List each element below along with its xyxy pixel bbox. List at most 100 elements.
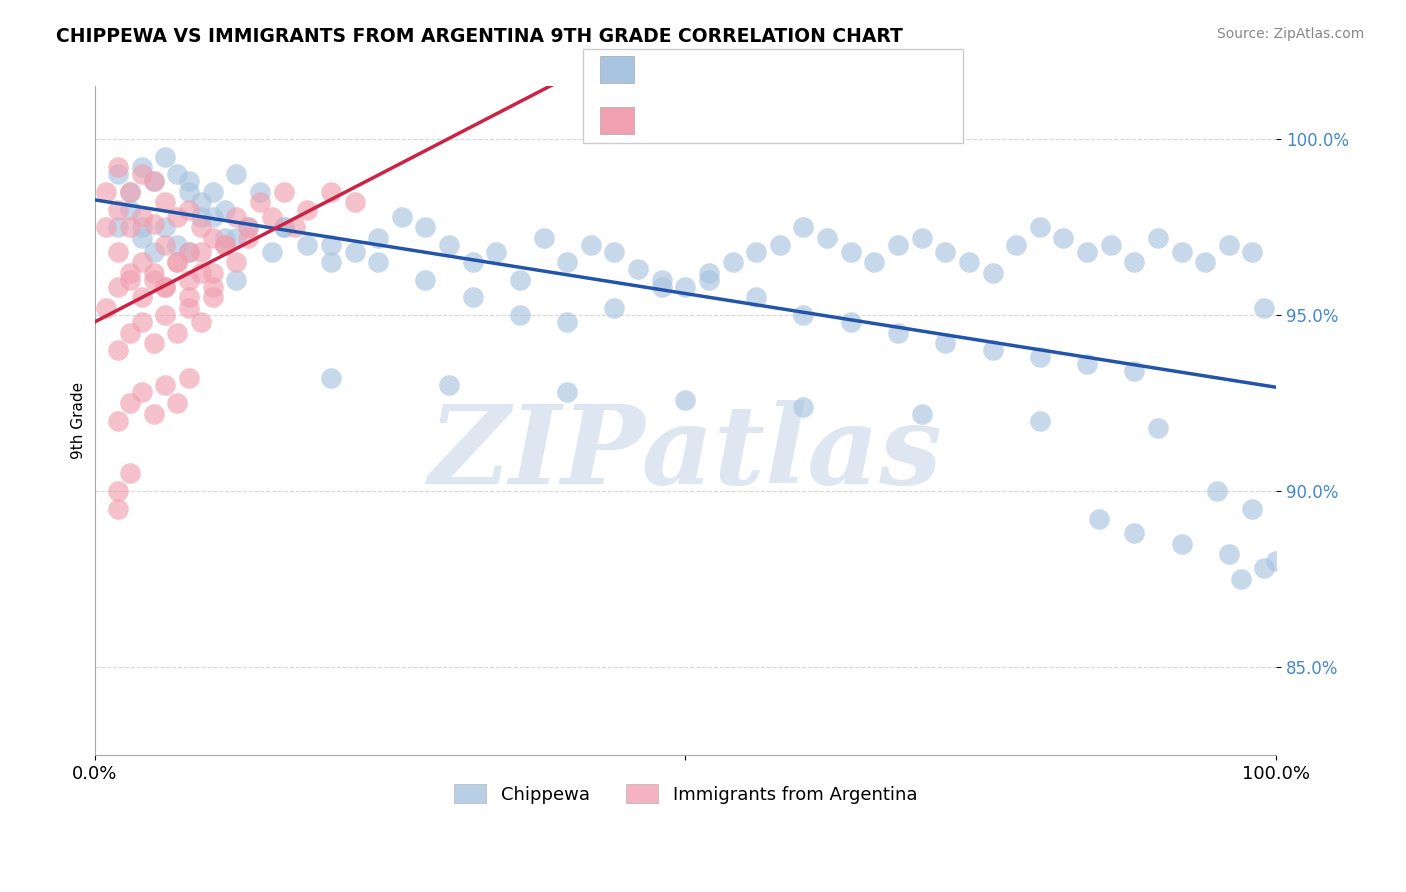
Point bbox=[1088, 512, 1111, 526]
Point bbox=[697, 266, 720, 280]
Point bbox=[118, 202, 141, 217]
Point bbox=[769, 237, 792, 252]
Point bbox=[142, 244, 165, 259]
Point bbox=[437, 378, 460, 392]
Point bbox=[166, 326, 188, 340]
Point bbox=[721, 255, 744, 269]
Text: N =: N = bbox=[787, 108, 827, 126]
Point bbox=[177, 301, 200, 315]
Point bbox=[273, 220, 295, 235]
Point bbox=[1194, 255, 1216, 269]
Point bbox=[603, 301, 626, 315]
Point bbox=[118, 326, 141, 340]
Point bbox=[887, 326, 910, 340]
Point bbox=[201, 266, 224, 280]
Point bbox=[981, 343, 1004, 358]
Point bbox=[118, 467, 141, 481]
Point bbox=[1218, 237, 1240, 252]
Text: Source: ZipAtlas.com: Source: ZipAtlas.com bbox=[1216, 27, 1364, 41]
Point bbox=[118, 273, 141, 287]
Point bbox=[1241, 501, 1264, 516]
Point bbox=[107, 414, 129, 428]
Point bbox=[142, 217, 165, 231]
Point bbox=[555, 315, 578, 329]
Point bbox=[555, 255, 578, 269]
Point bbox=[1005, 237, 1028, 252]
Text: R =: R = bbox=[640, 108, 679, 126]
Point bbox=[367, 255, 389, 269]
Text: 107: 107 bbox=[841, 57, 879, 75]
Point bbox=[131, 230, 153, 244]
Point bbox=[155, 280, 177, 294]
Point bbox=[934, 244, 956, 259]
Point bbox=[1147, 420, 1170, 434]
Point bbox=[190, 266, 212, 280]
Point bbox=[142, 174, 165, 188]
Point bbox=[1147, 230, 1170, 244]
Point bbox=[249, 195, 271, 210]
Point bbox=[887, 237, 910, 252]
Point bbox=[107, 280, 129, 294]
Point bbox=[911, 230, 934, 244]
Point bbox=[190, 195, 212, 210]
Text: -0.228: -0.228 bbox=[696, 57, 761, 75]
Y-axis label: 9th Grade: 9th Grade bbox=[72, 382, 86, 459]
Point bbox=[131, 161, 153, 175]
Point bbox=[934, 336, 956, 351]
Point bbox=[238, 220, 260, 235]
Point bbox=[367, 230, 389, 244]
Point bbox=[627, 262, 650, 277]
Point bbox=[238, 230, 260, 244]
Point bbox=[155, 150, 177, 164]
Point bbox=[745, 290, 768, 304]
Point bbox=[437, 237, 460, 252]
Point bbox=[1206, 483, 1229, 498]
Point bbox=[603, 244, 626, 259]
Text: 68: 68 bbox=[841, 108, 866, 126]
Point bbox=[1265, 554, 1288, 568]
Point bbox=[1218, 547, 1240, 561]
Point bbox=[555, 385, 578, 400]
Point bbox=[651, 280, 673, 294]
Point bbox=[1099, 237, 1122, 252]
Point bbox=[579, 237, 602, 252]
Point bbox=[792, 308, 814, 322]
Point bbox=[166, 167, 188, 181]
Point bbox=[107, 244, 129, 259]
Point bbox=[201, 230, 224, 244]
Point bbox=[1076, 357, 1098, 371]
Point bbox=[260, 210, 283, 224]
Point bbox=[190, 220, 212, 235]
Legend: Chippewa, Immigrants from Argentina: Chippewa, Immigrants from Argentina bbox=[444, 775, 927, 813]
Point bbox=[214, 202, 236, 217]
Point bbox=[131, 315, 153, 329]
Point bbox=[911, 407, 934, 421]
Point bbox=[131, 220, 153, 235]
Point bbox=[201, 210, 224, 224]
Point bbox=[319, 237, 342, 252]
Point bbox=[225, 230, 247, 244]
Point bbox=[1029, 220, 1052, 235]
Point bbox=[343, 244, 366, 259]
Point bbox=[273, 185, 295, 199]
Point bbox=[509, 308, 531, 322]
Point bbox=[673, 280, 696, 294]
Point bbox=[96, 220, 118, 235]
Point bbox=[533, 230, 555, 244]
Point bbox=[131, 290, 153, 304]
Point bbox=[214, 230, 236, 244]
Point bbox=[177, 244, 200, 259]
Point bbox=[461, 290, 484, 304]
Point bbox=[697, 273, 720, 287]
Point bbox=[201, 185, 224, 199]
Point bbox=[177, 290, 200, 304]
Point bbox=[792, 400, 814, 414]
Point bbox=[118, 266, 141, 280]
Point bbox=[131, 385, 153, 400]
Point bbox=[297, 202, 319, 217]
Point bbox=[155, 280, 177, 294]
Point bbox=[225, 273, 247, 287]
Point bbox=[461, 255, 484, 269]
Point bbox=[177, 371, 200, 385]
Point bbox=[225, 210, 247, 224]
